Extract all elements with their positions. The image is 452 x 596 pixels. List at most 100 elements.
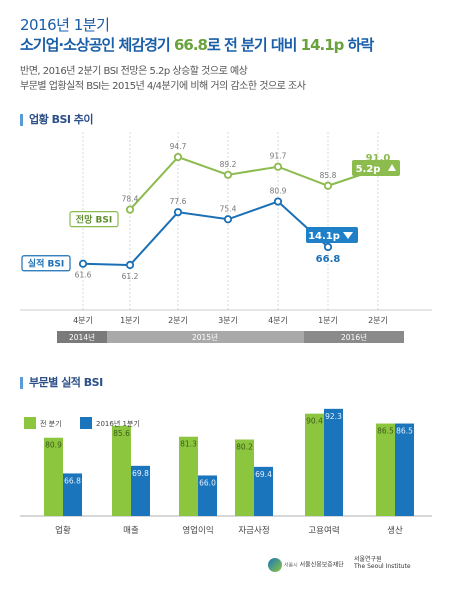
headline-part: 하락 bbox=[343, 36, 375, 54]
data-point bbox=[323, 181, 333, 190]
x-tick-label: 생산 bbox=[387, 525, 403, 536]
year-band-2014 bbox=[57, 331, 107, 343]
bar-value-label: 80.9 bbox=[45, 441, 62, 450]
bar bbox=[112, 425, 131, 516]
year-label: 2015년 bbox=[192, 332, 218, 342]
series-line-actual bbox=[82, 200, 329, 267]
data-label: 77.6 bbox=[170, 197, 187, 206]
series-name-box bbox=[21, 255, 71, 272]
bar-value-label: 86.5 bbox=[377, 427, 394, 436]
headline-part: 로 전 분기 대비 bbox=[206, 36, 301, 54]
x-tick-label: 업황 bbox=[55, 525, 71, 536]
legend-swatch bbox=[24, 417, 36, 429]
x-tick-label: 영업이익 bbox=[182, 525, 213, 536]
data-point bbox=[273, 162, 283, 171]
data-label: 61.2 bbox=[122, 272, 139, 281]
triangle-up-icon bbox=[388, 164, 396, 171]
bar bbox=[179, 436, 198, 516]
legend-swatch bbox=[80, 417, 92, 429]
bar-value-label: 80.2 bbox=[236, 442, 253, 451]
bar-value-label: 66.0 bbox=[199, 478, 216, 487]
bar-value-label: 69.4 bbox=[255, 470, 272, 479]
data-label: 61.6 bbox=[75, 271, 92, 280]
data-point bbox=[125, 205, 135, 214]
legend-label: 전 분기 bbox=[40, 419, 62, 428]
seoul-institute-logo: 서울연구원 The Seoul Institute bbox=[354, 554, 411, 570]
series-name-label: 전망 BSI bbox=[76, 214, 112, 226]
headline-value: 66.8 bbox=[173, 36, 208, 54]
bar bbox=[63, 473, 82, 516]
bar-chart-title: 부문별 실적 BSI bbox=[20, 377, 103, 389]
data-point bbox=[323, 242, 333, 252]
x-tick-label: 고용여력 bbox=[308, 525, 339, 536]
data-point bbox=[125, 260, 135, 270]
x-tick-label: 1분기 bbox=[120, 316, 140, 325]
seoul-institute-logo-kr: 서울연구원 bbox=[354, 556, 382, 563]
data-point bbox=[273, 197, 283, 206]
bar bbox=[254, 466, 273, 516]
data-label: 80.9 bbox=[270, 187, 287, 196]
series-name-label: 실적 BSI bbox=[28, 258, 64, 270]
headline-change: 14.1p bbox=[300, 36, 345, 54]
bar bbox=[44, 437, 63, 516]
x-tick-label: 1분기 bbox=[318, 316, 338, 325]
seoul-credit-logo-sub: 서울시 bbox=[283, 562, 298, 569]
series-name-box bbox=[69, 211, 119, 228]
bar bbox=[198, 475, 217, 516]
data-label: 91.0 bbox=[366, 153, 391, 164]
x-tick-label: 4분기 bbox=[73, 316, 93, 325]
bar-value-label: 92.3 bbox=[325, 412, 342, 421]
bar-value-label: 85.6 bbox=[113, 429, 130, 438]
change-badge-text: 5.2p bbox=[356, 164, 381, 175]
data-label: 66.8 bbox=[316, 254, 341, 265]
bar-value-label: 86.5 bbox=[396, 427, 413, 436]
year-band-2015 bbox=[107, 331, 304, 343]
change-badge-down bbox=[306, 227, 358, 243]
x-tick-label: 3분기 bbox=[218, 316, 238, 325]
data-point bbox=[173, 208, 183, 217]
x-tick-label: 매출 bbox=[123, 525, 139, 536]
data-label: 91.7 bbox=[270, 152, 287, 161]
bar bbox=[131, 465, 150, 516]
page-headline: 소기업·소상공인 체감경기 66.8로 전 분기 대비 14.1p 하락 bbox=[20, 34, 375, 55]
data-point bbox=[173, 152, 183, 162]
legend-label: 2016년 1분기 bbox=[96, 419, 140, 428]
bar bbox=[305, 413, 324, 516]
bar-value-label: 66.8 bbox=[64, 476, 81, 485]
seoul-credit-logo-icon bbox=[268, 558, 282, 572]
subtitle-2: 부문별 업황실적 BSI는 2015년 4/4분기에 비해 거의 감소한 것으로… bbox=[20, 81, 306, 92]
triangle-down-icon bbox=[343, 232, 353, 239]
line-chart-title: 업황 BSI 추이 bbox=[20, 114, 94, 126]
year-band-2016 bbox=[304, 331, 404, 343]
change-badge-up bbox=[352, 160, 400, 176]
data-label: 78.4 bbox=[122, 195, 139, 204]
bar bbox=[376, 423, 395, 516]
bar-value-label: 90.4 bbox=[306, 417, 323, 426]
year-label: 2014년 bbox=[69, 332, 95, 342]
page-title: 2016년 1분기 bbox=[20, 16, 110, 34]
x-tick-label: 자금사정 bbox=[238, 525, 269, 536]
data-point bbox=[223, 215, 233, 224]
headline-part: 소기업·소상공인 체감경기 bbox=[20, 36, 174, 54]
series-line-outlook bbox=[129, 155, 379, 211]
seoul-credit-logo-text: 서울신용보증재단 bbox=[299, 561, 344, 569]
x-tick-label: 2분기 bbox=[168, 316, 188, 325]
seoul-credit-logo: 서울시 서울신용보증재단 bbox=[268, 558, 344, 572]
data-label: 75.4 bbox=[220, 204, 237, 213]
bar bbox=[395, 423, 414, 516]
seoul-institute-logo-en: The Seoul Institute bbox=[354, 563, 411, 570]
bar-value-label: 69.8 bbox=[132, 469, 149, 478]
data-label: 85.8 bbox=[320, 171, 337, 180]
data-point bbox=[223, 170, 233, 179]
x-tick-label: 2분기 bbox=[368, 316, 388, 325]
data-point bbox=[78, 259, 88, 268]
bar-value-label: 81.3 bbox=[180, 440, 197, 449]
change-badge-text: 14.1p bbox=[308, 231, 340, 242]
data-label: 89.2 bbox=[220, 160, 237, 169]
subtitle-1: 반면, 2016년 2분기 BSI 전망은 5.2p 상승할 것으로 예상 bbox=[20, 66, 248, 77]
year-label: 2016년 bbox=[341, 332, 367, 342]
data-label: 94.7 bbox=[170, 142, 187, 151]
x-tick-label: 4분기 bbox=[268, 316, 288, 325]
bar bbox=[324, 408, 343, 516]
